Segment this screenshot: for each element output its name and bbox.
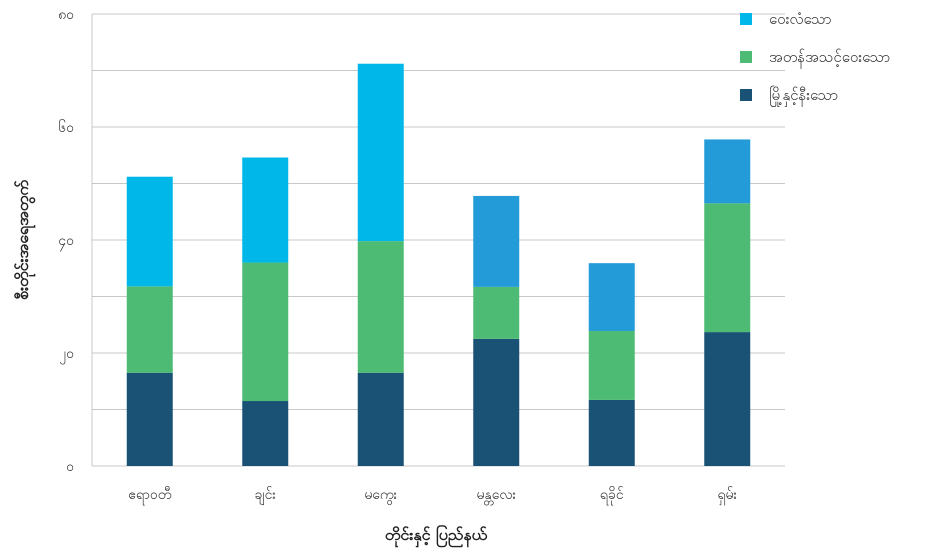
bar-segment bbox=[704, 139, 751, 204]
bar-segment bbox=[357, 63, 404, 242]
x-tick-label: မန္တလေး bbox=[476, 487, 516, 505]
bar-segment bbox=[473, 338, 520, 466]
gridlines bbox=[91, 13, 785, 467]
x-axis-title: တိုင်းနှင့် ပြည်နယ် bbox=[385, 524, 489, 548]
bar-segment bbox=[588, 263, 635, 331]
x-tick-label: ချင်း bbox=[255, 487, 277, 505]
bar-segment bbox=[357, 372, 404, 466]
legend-swatch bbox=[740, 89, 752, 101]
bar-segment bbox=[126, 286, 173, 373]
legend-label: မြို့နှင့်နီးသော bbox=[769, 85, 838, 107]
y-tick-label: ၂၀ bbox=[59, 346, 74, 364]
legend-label: ဝေးလံသော bbox=[769, 10, 832, 28]
bar-segment bbox=[588, 330, 635, 400]
x-tick-label: ဧရာဝတီ bbox=[128, 487, 172, 505]
y-axis-title: စီးတိုင်းအရေအတွက် bbox=[13, 179, 36, 300]
x-tick-label: ရှမ်း bbox=[717, 487, 737, 505]
y-tick-label: ၄၀ bbox=[58, 233, 74, 251]
x-tick-label: ရခိုင် bbox=[600, 487, 624, 505]
y-axis-ticks: ၀ ၂၀ ၄၀ ၆၀ ၈၀ bbox=[58, 7, 74, 475]
bar-segment bbox=[242, 401, 289, 466]
legend-swatch bbox=[740, 51, 752, 63]
bar-segment bbox=[357, 241, 404, 373]
legend: ဝေးလံသောအတန်အသင့်ဝေးသောမြို့နှင့်နီးသော bbox=[740, 10, 890, 107]
y-tick-label: ၀ bbox=[66, 459, 74, 475]
bar-segment bbox=[126, 176, 173, 287]
bar-group bbox=[126, 63, 751, 466]
x-tick-label: မကွေး bbox=[364, 487, 397, 505]
bar-segment bbox=[242, 157, 289, 263]
y-tick-label: ၈၀ bbox=[58, 7, 74, 23]
bar-segment bbox=[473, 286, 520, 339]
bar-segment bbox=[126, 372, 173, 466]
bar-segment bbox=[242, 262, 289, 402]
x-axis-ticks: ဧရာဝတီ ချင်း မကွေး မန္တလေး ရခိုင် ရှမ်း bbox=[128, 487, 737, 505]
bar-segment bbox=[473, 195, 520, 287]
bar-segment bbox=[704, 332, 751, 466]
y-tick-label: ၆၀ bbox=[58, 120, 74, 136]
legend-label: အတန်အသင့်ဝေးသော bbox=[769, 48, 890, 69]
bar-segment bbox=[588, 399, 635, 466]
legend-swatch bbox=[740, 13, 752, 25]
bar-segment bbox=[704, 203, 751, 333]
